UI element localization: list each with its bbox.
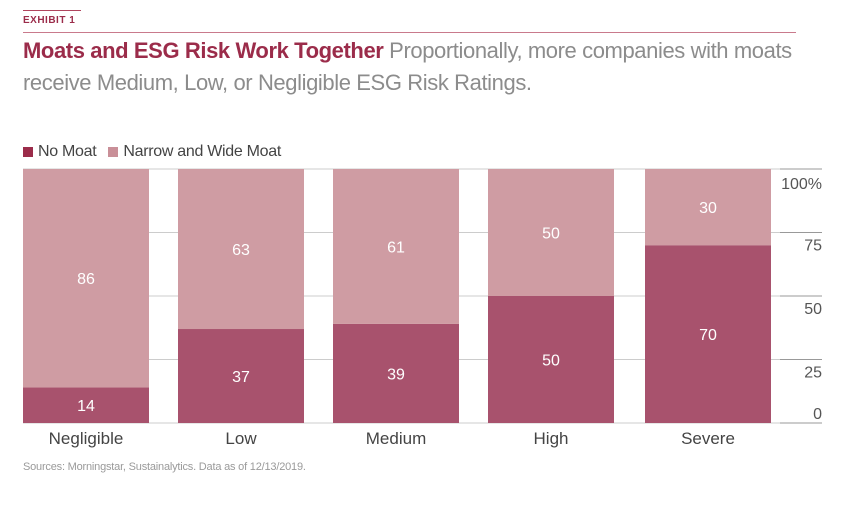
bar-high-no-moat bbox=[488, 296, 614, 423]
legend: No Moat Narrow and Wide Moat bbox=[23, 143, 293, 161]
legend-item-narrow-wide-moat: Narrow and Wide Moat bbox=[108, 143, 281, 161]
bar-high-narrow-and-wide-moat bbox=[488, 169, 614, 296]
data-label-severe-no-moat: 70 bbox=[699, 327, 717, 344]
y-tick-label-50: 50 bbox=[804, 301, 822, 318]
y-axis-labels: 0 25 50 75 100% bbox=[781, 176, 822, 423]
bar-medium-narrow-and-wide-moat bbox=[333, 169, 459, 324]
bar-severe-no-moat bbox=[645, 245, 771, 423]
legend-swatch-no-moat bbox=[23, 147, 33, 157]
data-label-low-no-moat: 37 bbox=[232, 369, 250, 386]
data-label-medium-no-moat: 39 bbox=[387, 366, 405, 383]
data-label-medium-narrow-and-wide-moat: 61 bbox=[387, 239, 405, 256]
y-tick-label-75: 75 bbox=[804, 238, 822, 255]
exhibit-label: EXHIBIT 1 bbox=[23, 15, 76, 26]
bar-negligible-narrow-and-wide-moat bbox=[23, 169, 149, 388]
y-tick-label-100: 100% bbox=[781, 176, 822, 193]
bar-low-no-moat bbox=[178, 329, 304, 423]
y-tick-label-25: 25 bbox=[804, 365, 822, 382]
bar-negligible-no-moat bbox=[23, 387, 149, 423]
x-tick-label-low: Low bbox=[225, 429, 257, 448]
data-label-severe-narrow-and-wide-moat: 30 bbox=[699, 200, 717, 217]
bars bbox=[23, 169, 771, 423]
legend-item-no-moat: No Moat bbox=[23, 143, 97, 161]
bar-severe-narrow-and-wide-moat bbox=[645, 169, 771, 246]
data-label-high-narrow-and-wide-moat: 50 bbox=[542, 226, 560, 243]
data-label-low-narrow-and-wide-moat: 63 bbox=[232, 242, 250, 259]
legend-swatch-narrow-wide-moat bbox=[108, 147, 119, 157]
x-tick-label-severe: Severe bbox=[681, 429, 735, 448]
data-label-high-no-moat: 50 bbox=[542, 353, 560, 370]
title-subtitle: Proportionally, more companies with moat… bbox=[23, 38, 792, 95]
chart-title: Moats and ESG Risk Work Together Proport… bbox=[23, 35, 813, 99]
y-tick-label-0: 0 bbox=[813, 406, 822, 423]
legend-label-no-moat: No Moat bbox=[38, 143, 97, 160]
x-tick-label-high: High bbox=[534, 429, 569, 448]
title-rule bbox=[23, 32, 796, 33]
x-axis-labels: Negligible Low Medium High Severe bbox=[49, 429, 735, 448]
x-tick-label-negligible: Negligible bbox=[49, 429, 124, 448]
data-labels: 14 86 37 63 39 61 50 50 70 30 bbox=[77, 200, 717, 415]
bar-medium-no-moat bbox=[333, 323, 459, 423]
source-note: Sources: Morningstar, Sustainalytics. Da… bbox=[23, 461, 306, 473]
data-label-negligible-narrow-and-wide-moat: 86 bbox=[77, 271, 95, 288]
bar-low-narrow-and-wide-moat bbox=[178, 169, 304, 330]
title-bold: Moats and ESG Risk Work Together bbox=[23, 38, 384, 63]
top-accent-rule bbox=[23, 10, 81, 11]
x-tick-label-medium: Medium bbox=[366, 429, 426, 448]
data-label-negligible-no-moat: 14 bbox=[77, 398, 95, 415]
legend-label-narrow-wide-moat: Narrow and Wide Moat bbox=[123, 143, 281, 160]
